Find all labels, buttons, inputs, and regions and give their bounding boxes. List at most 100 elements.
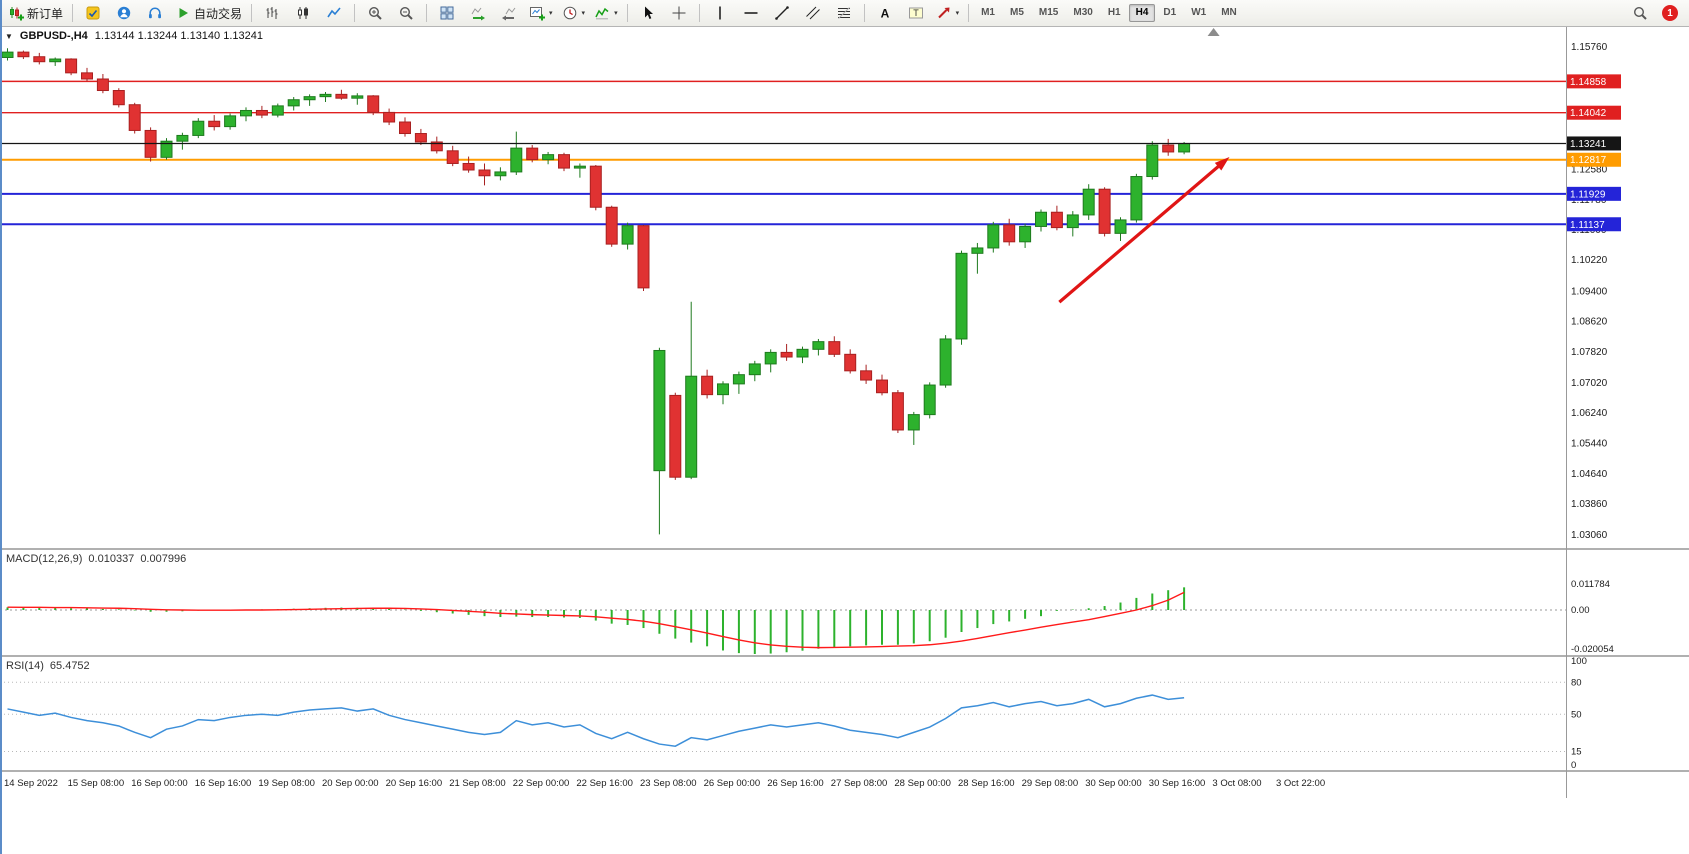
price-axis-separator[interactable] <box>1566 26 1567 798</box>
timeframe-mn-button[interactable]: MN <box>1221 7 1237 18</box>
time-label: 27 Sep 08:00 <box>830 778 888 789</box>
periods-button[interactable]: ▾ <box>558 1 590 25</box>
dropdown-caret-icon: ▾ <box>955 10 960 17</box>
tile-windows-button[interactable] <box>432 1 462 25</box>
crosshair-button[interactable] <box>664 1 694 25</box>
svg-text:1.10220: 1.10220 <box>1571 255 1608 266</box>
trend-line-button[interactable] <box>767 1 797 25</box>
autotrading-label: 自动交易 <box>194 6 243 21</box>
time-label: 22 Sep 16:00 <box>576 778 633 789</box>
trend-line-icon <box>774 6 789 20</box>
rsi-axis-labels: 100 80 50 15 0 <box>1571 657 1587 770</box>
time-label: 28 Sep 00:00 <box>894 778 951 789</box>
autotrading-button[interactable]: 自动交易 <box>171 1 246 25</box>
chart-shift-button[interactable] <box>494 1 524 25</box>
vertical-line-button[interactable] <box>705 1 735 25</box>
time-label: 19 Sep 08:00 <box>258 778 315 789</box>
toolbar-separator <box>72 4 74 22</box>
time-label: 20 Sep 00:00 <box>322 778 379 789</box>
cursor-icon <box>644 6 653 19</box>
timeframe-m1-button[interactable]: M1 <box>981 7 995 18</box>
time-label: 26 Sep 00:00 <box>703 778 761 789</box>
chart-window: 1.157601.125801.117801.110001.102201.094… <box>0 26 1689 854</box>
panel-splitter-bottom <box>0 770 1689 772</box>
fibonacci-button[interactable] <box>829 1 859 25</box>
time-label: 28 Sep 16:00 <box>958 778 1015 789</box>
channel-button[interactable] <box>798 1 828 25</box>
zoom-out-button[interactable] <box>391 1 421 25</box>
svg-text:80: 80 <box>1571 677 1582 688</box>
svg-text:1.03060: 1.03060 <box>1571 530 1608 541</box>
window-border <box>0 0 2 854</box>
symbol-label: GBPUSD-,H4 <box>19 30 88 42</box>
svg-text:15: 15 <box>1571 747 1582 758</box>
macd-signal-line <box>7 591 1185 649</box>
bar-chart-button[interactable] <box>257 1 287 25</box>
chart-shift-icon <box>502 7 516 21</box>
toolbar-separator <box>626 4 628 22</box>
svg-text:50: 50 <box>1571 709 1582 720</box>
horizontal-line-button[interactable] <box>736 1 766 25</box>
macd-panel[interactable]: 0.011784 0.00 -0.020054 <box>0 550 1689 655</box>
time-axis[interactable]: 14 Sep 2022 15 Sep 08:00 16 Sep 00:00 16 Se… <box>0 772 1689 798</box>
editor-button[interactable] <box>78 1 108 25</box>
text-label-button[interactable]: T <box>901 1 931 25</box>
svg-text:1.05440: 1.05440 <box>1571 439 1608 450</box>
timeframe-d1-button[interactable]: D1 <box>1163 7 1177 18</box>
svg-text:0.00: 0.00 <box>1571 605 1590 616</box>
svg-text:1.07820: 1.07820 <box>1571 347 1608 358</box>
timeframe-m5-button[interactable]: M5 <box>1010 7 1024 18</box>
timeframe-h4-button[interactable]: H4 <box>1128 4 1156 22</box>
toolbar-right-group: 1 <box>1625 1 1685 25</box>
svg-text:1.06240: 1.06240 <box>1571 408 1608 419</box>
svg-text:1.11137: 1.11137 <box>1570 220 1605 231</box>
timeframe-h1-button[interactable]: H1 <box>1107 7 1121 18</box>
line-chart-button[interactable] <box>319 1 349 25</box>
svg-text:1.04640: 1.04640 <box>1571 469 1608 480</box>
auto-scroll-button[interactable] <box>463 1 493 25</box>
expand-ohlc-icon[interactable]: ▼ <box>5 31 13 41</box>
headset-button[interactable] <box>140 1 170 25</box>
zoom-in-icon <box>369 6 382 20</box>
notification-badge[interactable]: 1 <box>1662 5 1678 21</box>
time-label: 22 Sep 00:00 <box>512 778 570 789</box>
arrows-button[interactable]: ▾ <box>932 1 964 25</box>
line-chart-icon <box>327 7 341 18</box>
macd-axis-labels: 0.011784 0.00 -0.020054 <box>1571 579 1614 655</box>
candle-chart-button[interactable] <box>288 1 318 25</box>
time-label: 16 Sep 00:00 <box>131 778 188 789</box>
new-chart-button[interactable]: ▾ <box>525 1 557 25</box>
price-badges: 1.14858 1.14042 1.13241 1.12817 1.11929 1.111… <box>1567 74 1621 232</box>
rsi-value: 65.4752 <box>49 660 90 672</box>
community-button[interactable] <box>109 1 139 25</box>
time-label: 30 Sep 16:00 <box>1148 778 1206 789</box>
chart-shift-marker[interactable] <box>1207 28 1220 36</box>
text-label-icon: T <box>908 7 923 19</box>
toolbar-separator <box>426 4 428 22</box>
rsi-label: RSI(14) 65.4752 <box>6 660 96 672</box>
cursor-button[interactable] <box>633 1 663 25</box>
svg-text:1.08620: 1.08620 <box>1571 316 1608 327</box>
main-toolbar: 新订单 自动交易 ▾ ▾ ▾ A T ▾ M1 M5 M15 M30 H1 H4 D1 W1 MN 1 <box>0 0 1689 27</box>
rsi-panel[interactable]: 100 80 50 15 0 <box>0 657 1689 770</box>
svg-text:1.11929: 1.11929 <box>1570 189 1606 200</box>
time-label: 14 Sep 2022 <box>4 778 58 789</box>
timeframe-m15-button[interactable]: M15 <box>1038 7 1059 18</box>
new-order-button[interactable]: 新订单 <box>4 1 67 25</box>
indicators-button[interactable]: ▾ <box>590 1 622 25</box>
tile-windows-icon <box>440 6 454 20</box>
panel-splitter-macd[interactable] <box>0 548 1689 550</box>
trend-arrow[interactable] <box>1058 156 1230 304</box>
toolbar-separator <box>251 4 253 22</box>
timeframe-w1-button[interactable]: W1 <box>1191 7 1207 18</box>
timeframe-m30-button[interactable]: M30 <box>1073 7 1093 18</box>
zoom-in-button[interactable] <box>360 1 390 25</box>
time-label: 20 Sep 16:00 <box>385 778 443 789</box>
text-button[interactable]: A <box>870 1 900 25</box>
search-icon <box>1633 6 1647 20</box>
price-chart[interactable]: 1.157601.125801.117801.110001.102201.094… <box>0 26 1689 548</box>
search-button[interactable] <box>1625 1 1655 25</box>
macd-signal-value: 0.007996 <box>140 553 187 565</box>
panel-splitter-rsi[interactable] <box>0 655 1689 657</box>
